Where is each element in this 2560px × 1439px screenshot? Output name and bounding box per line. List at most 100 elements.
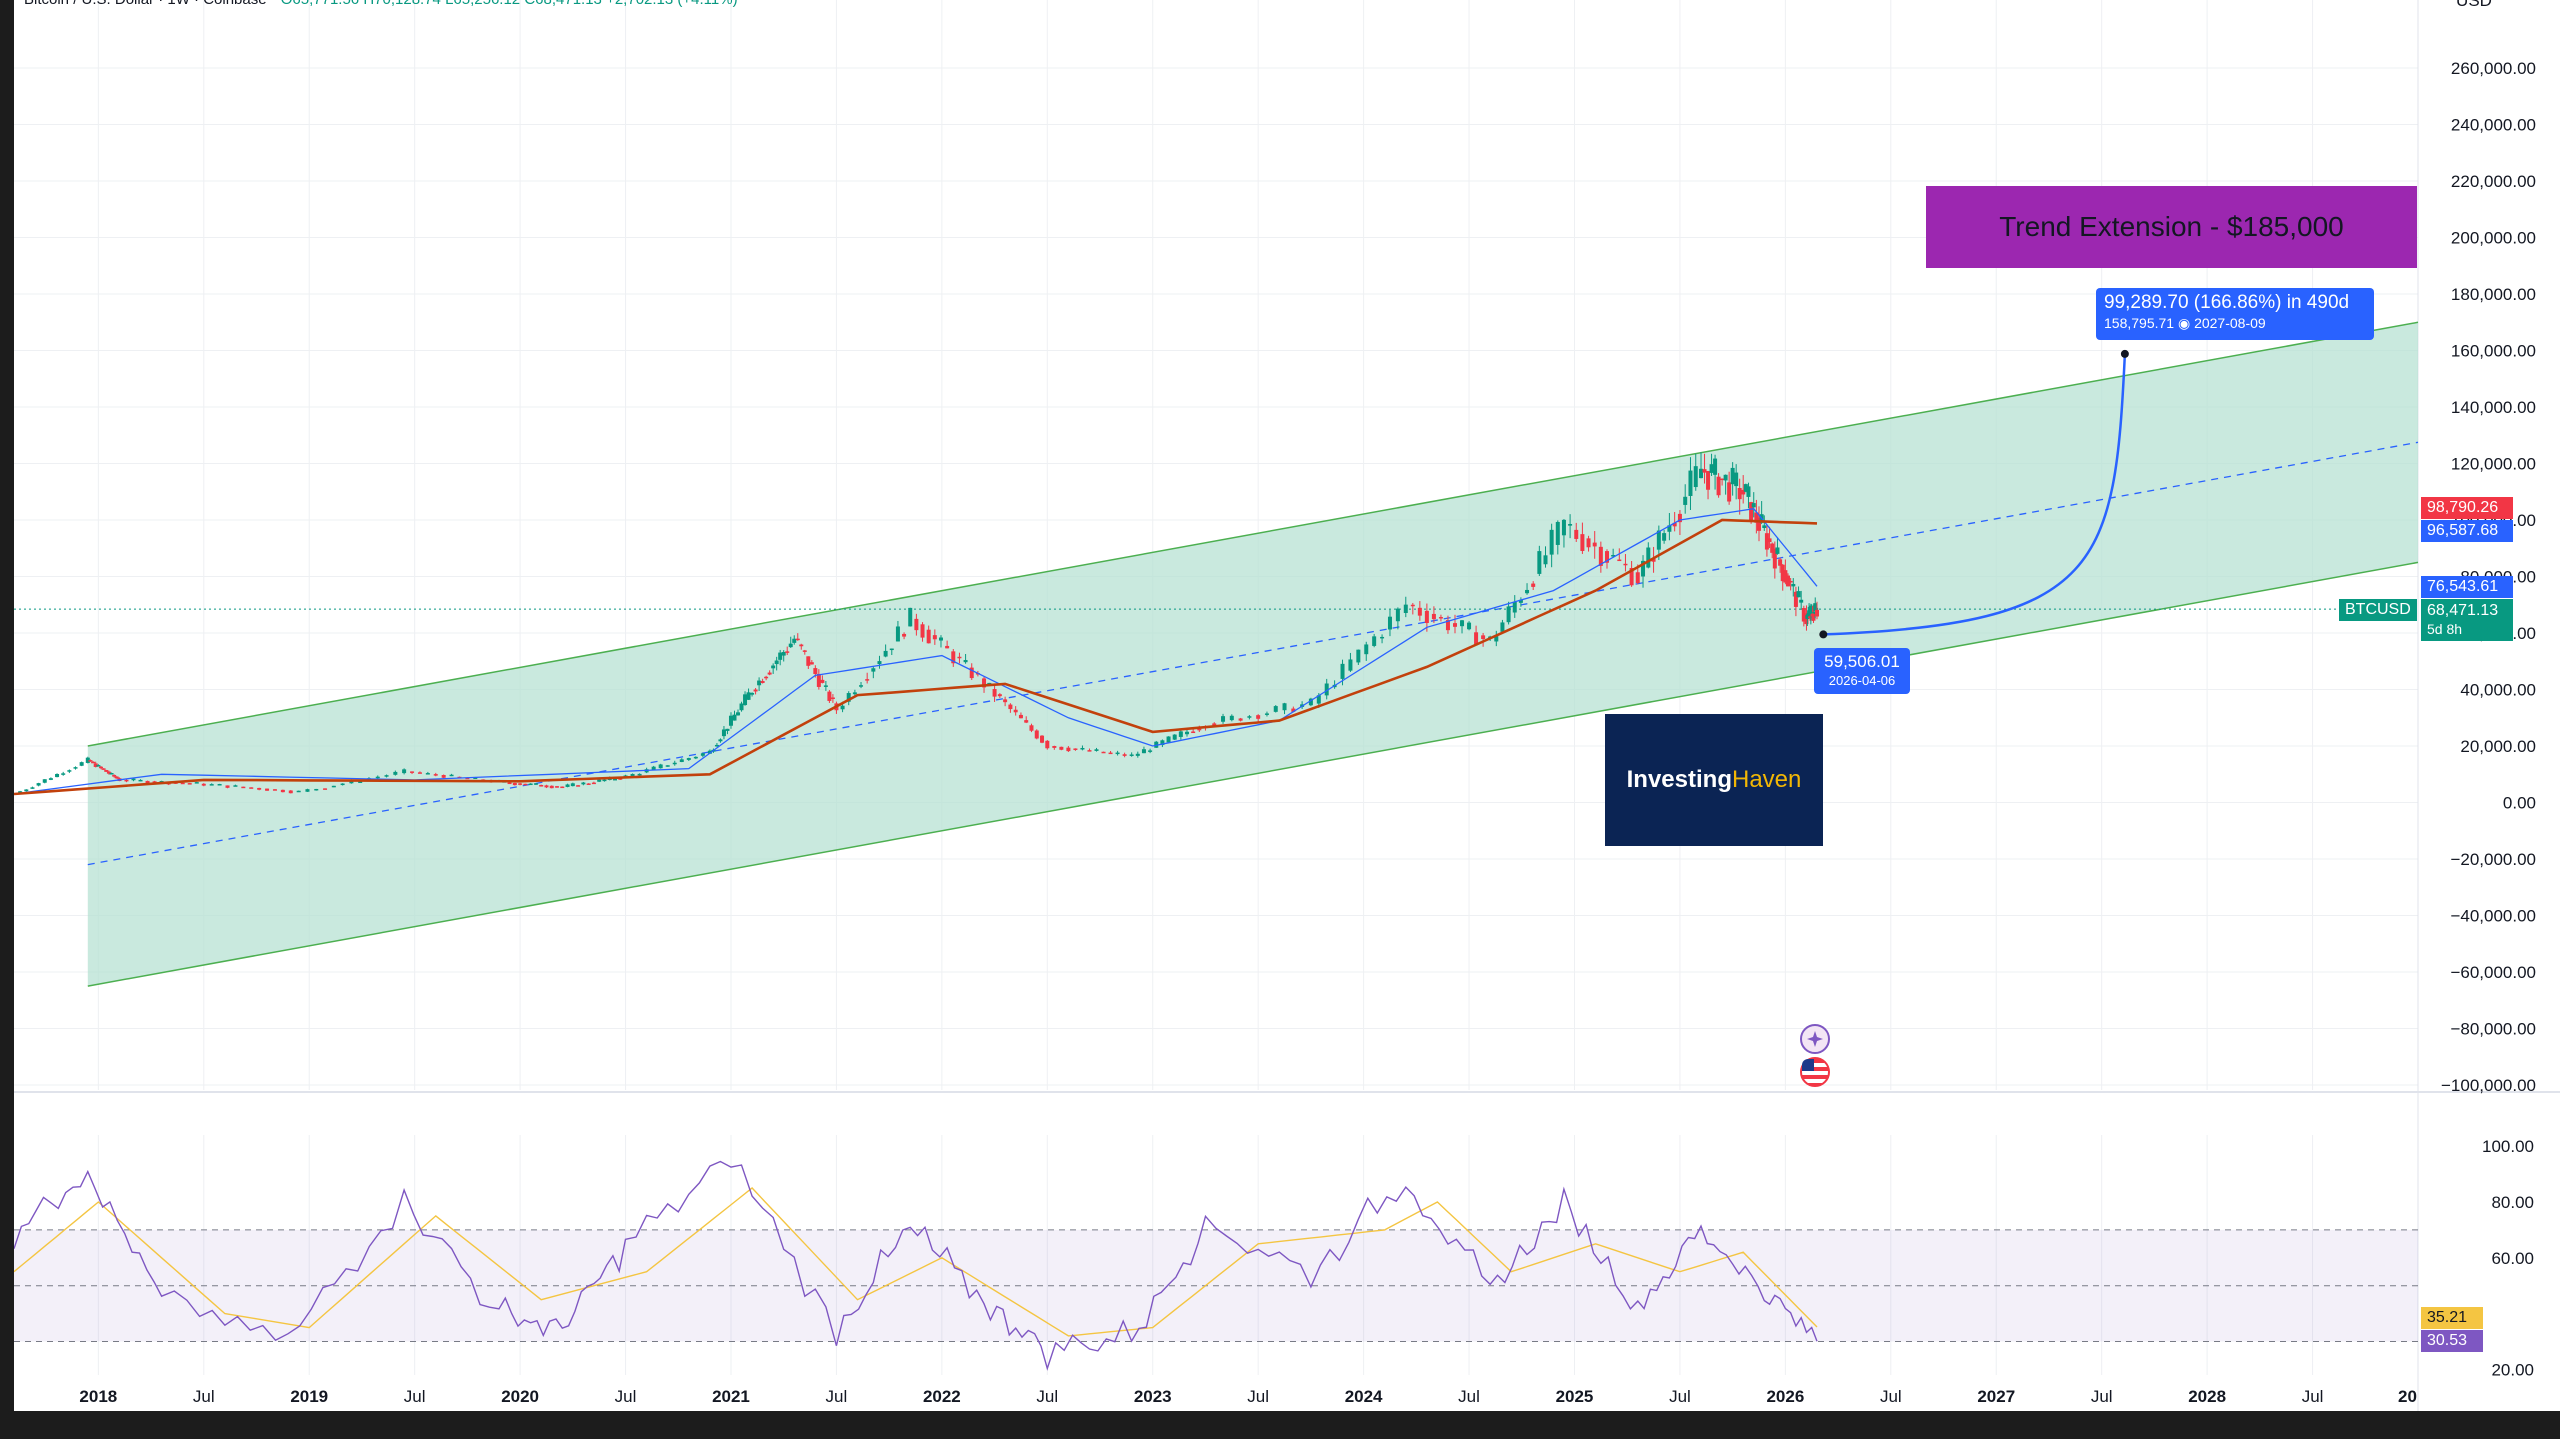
candle-body [1662,533,1667,541]
candle-body [718,739,723,742]
candle-body [1580,534,1585,552]
rsi-ma-line [14,1187,1818,1337]
candle-body [1316,695,1321,704]
candle-body [152,781,157,783]
left-border [0,0,14,1411]
measure-tooltip[interactable]: 99,289.70 (166.86%) in 490d 158,795.71 ◉… [2096,288,2374,340]
price-tick-label: −40,000.00 [2450,907,2536,926]
candle-body [1178,731,1183,737]
candle-body [1751,503,1756,508]
candle-body [24,789,29,792]
logo-part1: Investing [1626,766,1732,793]
candle-body [1108,752,1113,755]
trend-extension-label[interactable]: Trend Extension - $185,000 [1926,186,2417,268]
candle-body [630,773,635,777]
channel-mid-line [87,441,2419,866]
candle-body [1775,547,1780,554]
candle-body [417,772,422,774]
candle-body [914,618,919,631]
candle-body [1767,538,1772,543]
candles [18,452,1819,795]
candle-body [1364,644,1369,655]
candle-body [932,635,937,640]
candle-body [987,682,992,685]
candle-body [809,662,814,665]
candle-body [465,777,470,780]
rsi-tag: 30.53 [2421,1330,2483,1352]
candle-body [1716,476,1721,496]
candle-body [746,692,751,700]
candle-body [194,782,199,784]
candle-body [957,656,962,659]
candle-body [1431,613,1436,620]
candle-body [1506,606,1511,623]
price-tick-label: 160,000.00 [2451,342,2536,361]
candle-body [1727,482,1732,502]
candle-body [700,753,705,756]
candle-body [753,689,758,692]
price-tick-label: −100,000.00 [2441,1076,2536,1095]
candle-body [827,691,832,701]
bottom-border [0,1411,2560,1439]
candle-body [1040,735,1045,743]
candle-body [788,643,793,648]
candle-body [732,714,737,721]
candle-body [1574,529,1579,539]
candle-body [1094,749,1099,751]
candle-body [871,668,876,672]
candle-body [340,783,345,786]
time-tick-label: 2028 [2188,1387,2226,1406]
candle-body [895,626,900,642]
currency-label: USD [2456,0,2492,10]
candle-body [1702,469,1707,473]
candle-body [528,783,533,786]
bar-countdown: 5d 8h [2427,621,2463,637]
candle-body [982,678,987,688]
chart-frame[interactable]: 260,000.00 240,000.00 220,000.00 200,000.00… [14,0,2560,1411]
candle-body [1720,478,1725,481]
candle-body [1762,525,1767,529]
candle-body [1815,609,1819,617]
price-tick-label: 40,000.00 [2460,681,2536,700]
candle-body [425,773,430,775]
time-tick-label: 2026 [1766,1387,1804,1406]
candle-body [1764,533,1769,550]
candle-body [889,648,894,651]
candle-body [1467,622,1472,630]
candle-body [743,694,748,706]
ohlc-legend: Bitcoin / U.S. Dollar · 1W · Coinbase O6… [24,0,738,8]
investinghaven-logo: Investing Haven [1605,714,1823,846]
candle-body [1791,583,1796,587]
candle-body [1598,546,1603,566]
candle-body [225,785,230,788]
ai-sparkle-icon[interactable] [1800,1024,1830,1054]
candle-body [1474,632,1479,646]
candle-body [1324,683,1329,696]
candle-body [665,765,670,767]
candle-body [1734,472,1739,487]
candle-body [280,789,285,793]
candle-body [539,784,544,787]
price-tick-label: 120,000.00 [2451,455,2536,474]
candle-body [1340,663,1345,679]
change-value: +2,702.13 (+4.11%) [606,0,737,8]
candle-body [375,776,380,779]
low-point-tooltip[interactable]: 59,506.01 2026-04-06 [1814,648,1910,694]
candle-body [951,651,956,664]
price-tick-label: −20,000.00 [2450,850,2536,869]
price-tick-label: −60,000.00 [2450,963,2536,982]
candle-body [1395,608,1400,622]
regression-channel-fill [87,322,2418,987]
candle-body [473,777,478,780]
candle-body [1087,750,1092,752]
candle-body [518,783,523,785]
candle-body [1264,713,1269,715]
candle-body [331,785,336,788]
time-tick-label: Jul [1036,1387,1058,1406]
chart-canvas[interactable]: 260,000.00 240,000.00 220,000.00 200,000.00… [14,0,2560,1411]
candle-body [1531,583,1536,587]
channel-upper-line [87,321,2419,747]
us-flag-event-icon[interactable] [1800,1057,1830,1087]
candle-body [1403,604,1408,613]
time-tick-label: 2019 [290,1387,328,1406]
